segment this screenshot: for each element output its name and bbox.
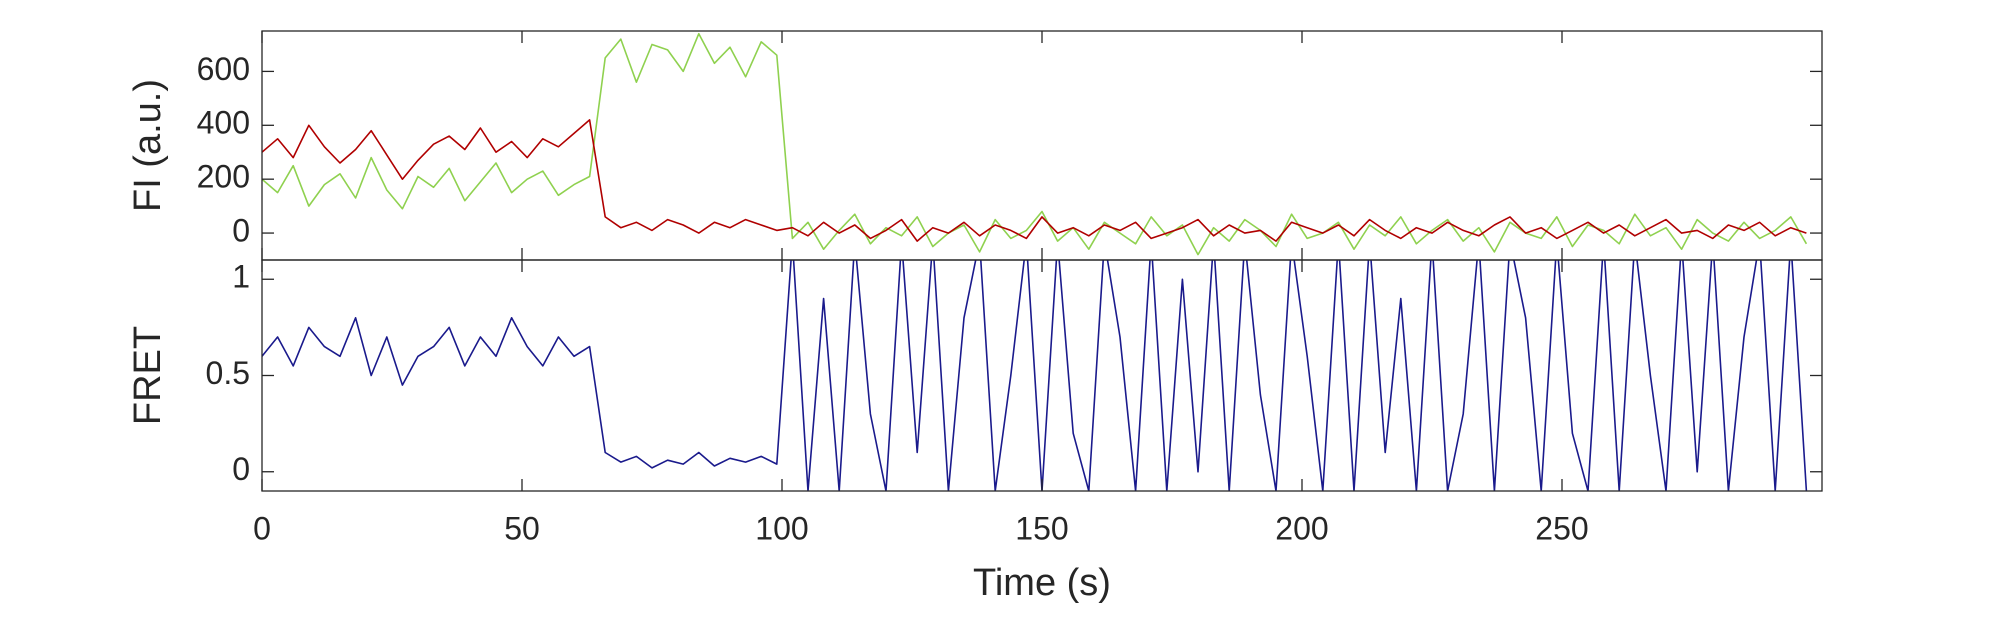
y-tick-label: 1 [232,259,250,295]
x-axis-label: Time (s) [973,562,1111,604]
x-tick-label: 150 [1015,510,1068,546]
data-line [262,119,1807,242]
data-line [262,32,1808,256]
y-axis-label: FRET [127,326,169,425]
y-tick-label: 0.5 [206,355,250,391]
y-tick-label: 0 [232,213,250,249]
y-tick-label: 600 [197,51,250,87]
plot-area [262,32,1808,256]
data-line [262,260,1808,491]
x-tick-label: 200 [1275,510,1328,546]
y-axis-label: FI (a.u.) [127,79,169,212]
x-tick-label: 50 [504,510,540,546]
y-tick-label: 0 [232,451,250,487]
y-tick-label: 200 [197,159,250,195]
x-tick-label: 100 [755,510,808,546]
axes-box [261,259,1823,492]
x-tick-label: 250 [1535,510,1588,546]
y-tick-label: 400 [197,105,250,141]
plot-area [262,260,1808,491]
x-tick-label: 0 [253,510,271,546]
